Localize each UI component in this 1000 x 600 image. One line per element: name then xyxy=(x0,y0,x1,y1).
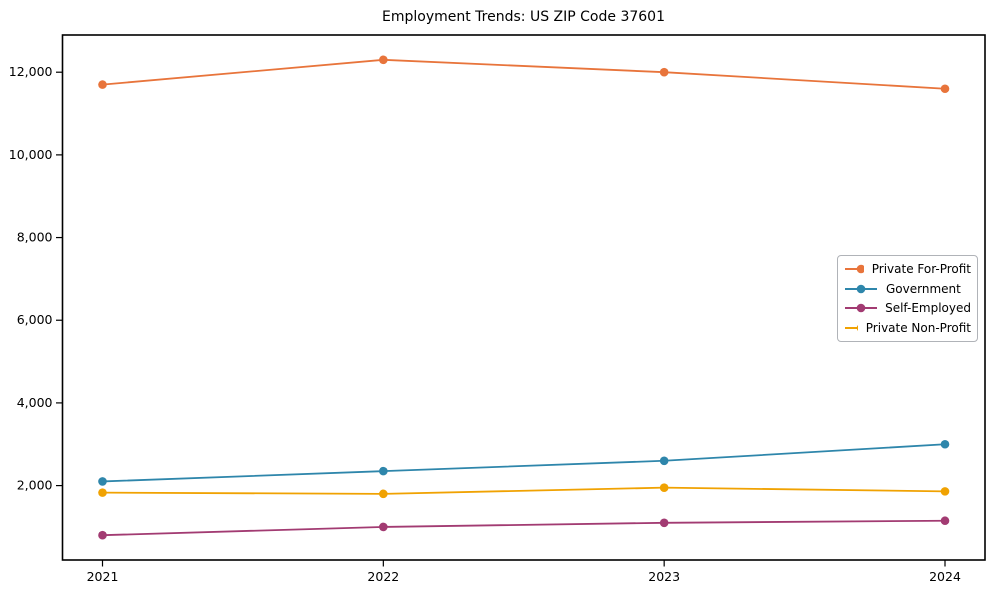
y-tick-label: 2,000 xyxy=(17,478,53,493)
data-point-self-employed xyxy=(379,522,388,532)
legend-label: Private For-Profit xyxy=(871,261,971,276)
legend-item-private-non-profit: Private Non-Profit xyxy=(844,321,971,335)
data-point-government xyxy=(98,477,107,486)
legend: Private For-Profit Government Self-Employe… xyxy=(837,255,978,342)
legend-label: Government xyxy=(886,281,961,296)
data-point-private-non-profit xyxy=(659,483,669,492)
x-tick-label: 2021 xyxy=(87,569,119,584)
legend-item-government: Government xyxy=(844,282,971,296)
chart-title: Employment Trends: US ZIP Code 37601 xyxy=(382,9,665,25)
data-point-government xyxy=(379,466,388,476)
legend-item-self-employed: Self-Employed xyxy=(844,301,971,315)
legend-item-private-for-profit: Private For-Profit xyxy=(844,262,971,276)
data-point-private-for-profit xyxy=(940,84,950,94)
legend-label: Self-Employed xyxy=(885,301,971,316)
data-point-self-employed xyxy=(659,518,669,528)
data-point-government xyxy=(940,439,950,449)
y-tick-label: 12,000 xyxy=(9,64,53,79)
data-point-private-non-profit xyxy=(379,489,388,499)
legend-marker-private-non-profit-icon xyxy=(845,325,858,331)
plot-border xyxy=(61,34,986,561)
legend-marker-self-employed-icon xyxy=(845,304,877,313)
data-point-private-for-profit xyxy=(98,80,107,89)
series-line-self-employed xyxy=(102,519,946,537)
data-point-private-for-profit xyxy=(379,55,388,65)
x-tick-label: 2023 xyxy=(648,569,680,584)
legend-marker-government-icon xyxy=(845,284,877,293)
y-tick-label: 4,000 xyxy=(17,395,53,410)
data-point-self-employed xyxy=(98,530,107,540)
x-tick-label: 2024 xyxy=(929,569,961,584)
data-point-private-for-profit xyxy=(659,67,669,77)
data-point-private-non-profit xyxy=(98,488,107,497)
series-line-private-non-profit xyxy=(102,486,946,495)
legend-marker-private-for-profit-icon xyxy=(845,264,864,274)
data-point-private-non-profit xyxy=(940,487,950,496)
data-point-government xyxy=(659,456,669,466)
series-line-private-for-profit xyxy=(102,58,946,90)
y-tick-label: 6,000 xyxy=(17,312,53,327)
y-tick-label: 10,000 xyxy=(9,147,53,162)
x-tick-label: 2022 xyxy=(367,569,399,584)
y-tick-label: 8,000 xyxy=(17,230,53,245)
legend-label: Private Non-Profit xyxy=(865,321,971,336)
series-line-government xyxy=(102,443,946,483)
data-point-self-employed xyxy=(940,516,950,526)
